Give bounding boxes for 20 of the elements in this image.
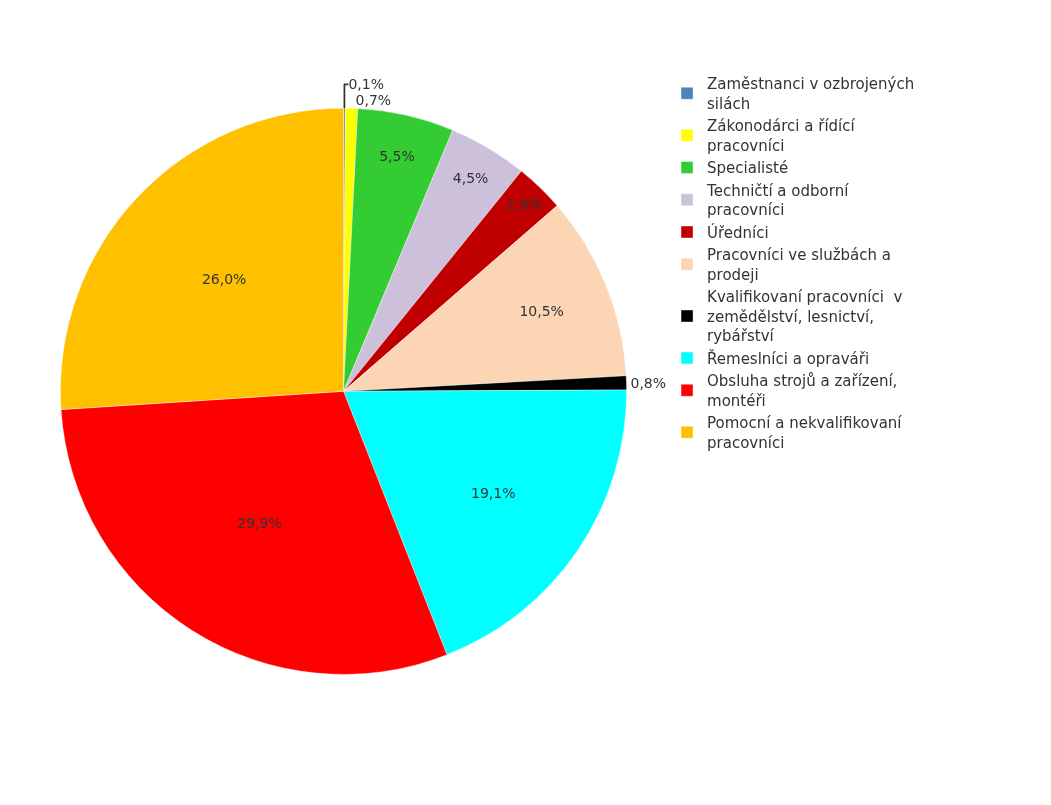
- legend-label: Kvalifikovaní pracovníci v zemědělství, lesnictví, rybářství: [707, 288, 903, 346]
- data-label: 4,5%: [452, 170, 489, 187]
- data-label: 0,7%: [355, 92, 392, 109]
- data-label: 26,0%: [201, 271, 247, 288]
- legend-label: Úředníci: [707, 222, 769, 242]
- legend-label: Techničtí a odborní pracovníci: [706, 181, 854, 220]
- data-label: 0,8%: [630, 374, 667, 391]
- legend-label: Pomocní a nekvalifikovaní pracovníci: [707, 414, 903, 452]
- data-label: 10,5%: [519, 303, 564, 319]
- legend-label: Zaměstnanci v ozbrojených silách: [707, 75, 915, 113]
- legend-label: Obsluha strojů a zařízení, montéři: [707, 372, 898, 410]
- data-label: 2,8%: [506, 196, 542, 213]
- legend-label: Pracovníci ve službách a prodeji: [707, 246, 892, 284]
- data-label: 19,1%: [470, 484, 516, 501]
- legend-label: Řemeslníci a opraváři: [707, 348, 870, 368]
- data-label: 29,9%: [237, 515, 282, 532]
- data-label: 0,1%: [348, 76, 384, 93]
- legend-label: Specialisté: [707, 159, 789, 178]
- legend-label: Zákonodárci a řídící pracovníci: [707, 117, 856, 155]
- data-label: 5,5%: [379, 147, 415, 164]
